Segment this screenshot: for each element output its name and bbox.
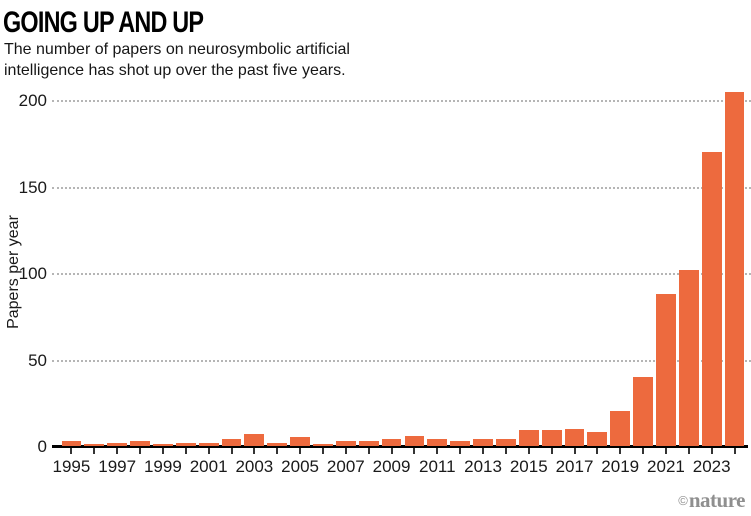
y-gridline-200 (52, 100, 751, 103)
x-tick-2014 (504, 448, 507, 454)
x-tick-label-2005: 2005 (281, 457, 319, 476)
x-tick-label-2021: 2021 (647, 457, 685, 476)
bar-2008 (358, 440, 379, 446)
y-gridline-150 (52, 186, 751, 189)
x-tick-2013 (482, 448, 485, 454)
x-tick-2002 (230, 448, 233, 454)
y-tick-label-150: 150 (18, 177, 47, 197)
bar-2003 (244, 433, 265, 446)
chart-title: GOING UP AND UP (3, 6, 204, 39)
y-gridline-100 (52, 273, 751, 276)
x-tick-2007 (344, 448, 347, 454)
bar-2004 (267, 442, 288, 446)
x-tick-1997 (116, 448, 119, 454)
x-axis-line (52, 445, 748, 448)
x-tick-label-2007: 2007 (326, 457, 365, 476)
bar-2021 (656, 293, 676, 446)
bar-2000 (175, 442, 196, 446)
x-tick-label-2011: 2011 (419, 457, 456, 476)
bar-1996 (84, 444, 105, 446)
bar-2017 (564, 428, 585, 446)
x-tick-2019 (619, 448, 622, 454)
x-tick-2003 (253, 448, 256, 454)
bar-2015 (518, 430, 539, 446)
bar-1999 (152, 444, 173, 446)
bar-2019 (610, 411, 631, 446)
chart-subtitle-line1: The number of papers on neurosymbolic ar… (4, 41, 350, 58)
bar-1998 (130, 440, 150, 446)
x-tick-label-2013: 2013 (464, 457, 502, 476)
x-tick-2022 (687, 448, 690, 454)
chart-subtitle-line2: intelligence has shot up over the past f… (4, 62, 346, 79)
x-tick-2008 (367, 448, 370, 454)
nature-logo: nature (688, 488, 746, 512)
x-tick-1996 (93, 448, 96, 454)
bar-2010 (404, 435, 425, 446)
x-tick-2012 (459, 448, 462, 454)
x-tick-2000 (184, 448, 187, 454)
x-tick-2024 (733, 448, 736, 454)
x-tick-label-2003: 2003 (235, 457, 274, 476)
x-tick-2017 (573, 448, 576, 454)
x-tick-2016 (550, 448, 553, 454)
x-tick-label-2015: 2015 (509, 457, 548, 476)
bar-2018 (587, 432, 608, 446)
x-tick-1995 (70, 448, 73, 454)
bar-2007 (335, 440, 356, 446)
bar-2022 (678, 269, 699, 446)
chart-subtitle: The number of papers on neurosymbolic ar… (4, 39, 350, 81)
x-tick-label-2019: 2019 (601, 457, 640, 476)
x-tick-label-1999: 1999 (143, 457, 182, 476)
y-tick-label-50: 50 (28, 350, 47, 370)
bar-2013 (473, 439, 493, 446)
x-tick-1999 (161, 448, 164, 454)
bar-2016 (541, 430, 562, 446)
y-gridline-50 (52, 359, 751, 362)
x-tick-2021 (664, 448, 667, 454)
source-credit: ©nature (678, 488, 745, 513)
x-tick-2001 (207, 448, 210, 454)
x-tick-label-1997: 1997 (98, 457, 137, 476)
x-tick-2010 (413, 448, 416, 454)
bar-2011 (427, 439, 448, 446)
x-tick-label-2009: 2009 (372, 457, 411, 476)
bar-2006 (313, 444, 333, 446)
x-tick-label-2001: 2001 (189, 457, 228, 476)
bar-1997 (107, 442, 128, 446)
y-tick-label-0: 0 (37, 437, 47, 456)
bar-2005 (290, 437, 311, 446)
bar-1995 (61, 440, 82, 446)
copyright-symbol: © (678, 493, 688, 508)
x-tick-label-2017: 2017 (555, 457, 594, 476)
bar-2001 (198, 442, 219, 446)
x-tick-2020 (642, 448, 645, 454)
y-tick-label-200: 200 (18, 91, 47, 111)
bar-2024 (724, 91, 745, 446)
x-tick-2006 (321, 448, 324, 454)
x-tick-2018 (596, 448, 599, 454)
x-tick-2004 (276, 448, 279, 454)
bar-2002 (221, 439, 242, 446)
bar-2023 (701, 152, 722, 446)
x-tick-2005 (299, 448, 302, 454)
x-tick-2009 (390, 448, 393, 454)
x-tick-2015 (527, 448, 530, 454)
x-tick-1998 (139, 448, 142, 454)
y-tick-label-100: 100 (18, 264, 47, 284)
x-tick-label-1995: 1995 (52, 457, 91, 476)
bar-2014 (495, 439, 516, 446)
bar-2009 (381, 439, 402, 446)
bar-2012 (450, 440, 471, 446)
x-tick-2011 (436, 448, 439, 454)
x-tick-label-2023: 2023 (692, 457, 731, 476)
x-tick-2023 (710, 448, 713, 454)
bar-2020 (633, 376, 654, 446)
